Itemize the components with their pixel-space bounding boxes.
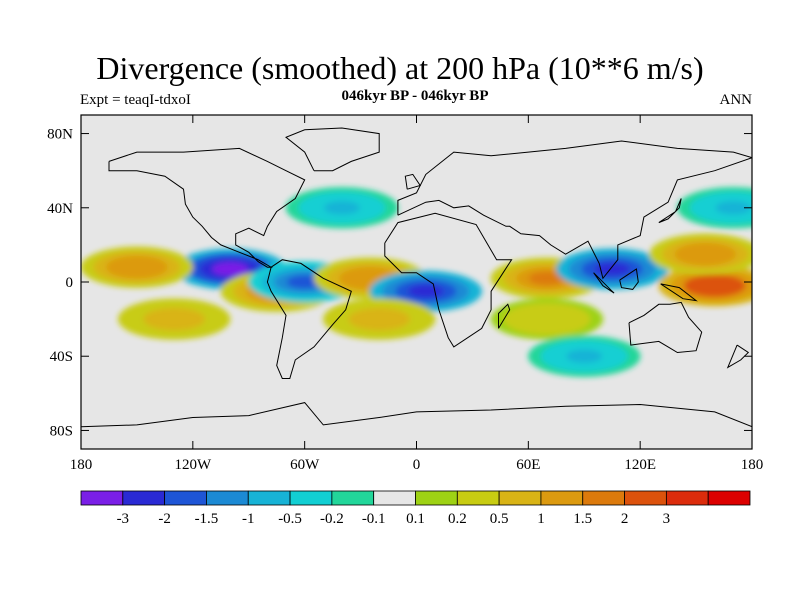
- coastline-path: [397, 140, 752, 280]
- x-tick-label: 60W: [290, 457, 320, 473]
- coastline-path: [81, 402, 752, 428]
- y-tick-label: 0: [66, 275, 74, 291]
- colorbar-swatch: [373, 490, 416, 506]
- coastline-path: [108, 147, 306, 268]
- colorbar-label: 0.2: [448, 511, 467, 527]
- colorbar-label: -2: [158, 511, 171, 527]
- y-tick-label: 80S: [50, 423, 73, 439]
- colorbar-swatch: [164, 490, 207, 506]
- x-tick-label: 0: [413, 457, 421, 473]
- colorbar-label: 0.5: [490, 511, 509, 527]
- coastline-path: [593, 272, 615, 294]
- coastline-path: [266, 259, 352, 379]
- x-tick-label: 180: [70, 457, 93, 473]
- colorbar-swatch: [289, 490, 333, 506]
- field-contour-maritime-continent-convergence: [594, 262, 631, 276]
- colorbar-swatch: [498, 490, 542, 506]
- colorbar: -3 -2 -1.5 -1 -0.5 -0.2 -0.1 0.1 0.2 0.5 1 1.5 2 3: [80, 490, 751, 527]
- x-axis: 180 120W 60W 0 60E 120E 180: [70, 115, 764, 473]
- colorbar-swatch: [206, 490, 249, 506]
- colorbar-swatch: [624, 490, 667, 506]
- colorbar-swatch: [247, 490, 291, 506]
- field-contour-central-pacific-convergence: [212, 262, 249, 276]
- colorbar-label: 1: [537, 511, 545, 527]
- colorbar-label: 1.5: [573, 511, 592, 527]
- colorbar-swatch: [707, 490, 751, 506]
- colorbar-swatch: [80, 490, 124, 506]
- coastline-path: [384, 212, 513, 348]
- page-title: Divergence (smoothed) at 200 hPa (10**6 …: [96, 50, 704, 86]
- coastline-path: [658, 198, 682, 224]
- coastlines: [81, 127, 752, 428]
- colorbar-label: -0.1: [362, 511, 386, 527]
- coastline-path: [660, 283, 698, 302]
- field-contour-east-pacific-divergence: [118, 260, 155, 274]
- colorbar-swatch: [415, 490, 458, 506]
- coastline-path: [628, 301, 703, 354]
- colorbar-swatch: [665, 490, 709, 506]
- x-tick-label: 120E: [624, 457, 656, 473]
- x-tick-label: 60E: [516, 457, 540, 473]
- field-contour-south-indian-divergence: [528, 312, 565, 326]
- coastline-path: [726, 344, 750, 369]
- x-tick-label: 180: [741, 457, 764, 473]
- field-contour-south-indian-convergence: [566, 349, 603, 363]
- colorbar-label: -0.2: [320, 511, 344, 527]
- experiment-label: Expt = teaqI-tdxoI: [80, 92, 191, 108]
- field-contour-north-pacific-convergence: [715, 201, 752, 215]
- colorbar-swatch: [331, 490, 375, 506]
- chart-subtitle: 046kyr BP - 046kyr BP: [341, 88, 489, 104]
- field-contour-africa-convergence: [407, 284, 444, 298]
- field-contour-north-atlantic-convergence: [323, 201, 360, 215]
- colorbar-label: -1.5: [195, 511, 219, 527]
- colorbar-label: -3: [117, 511, 130, 527]
- field-contour-south-atlantic-divergence: [361, 312, 398, 326]
- coastline-path: [498, 303, 511, 329]
- colorbar-swatch: [582, 490, 625, 506]
- field-contour-south-pacific-divergence: [156, 312, 193, 326]
- x-tick-label: 120W: [174, 457, 212, 473]
- season-label: ANN: [719, 92, 753, 108]
- field-contour-north-pacific-divergence: [687, 247, 724, 261]
- colorbar-label: 0.1: [406, 511, 425, 527]
- coastline-path: [619, 268, 639, 290]
- colorbar-label: -0.5: [278, 511, 302, 527]
- colorbar-label: 3: [663, 511, 671, 527]
- field-contour-indian-ocean-divergence: [528, 271, 565, 285]
- y-axis: 80N 40N 0 40S 80S: [47, 127, 752, 439]
- y-tick-label: 40S: [50, 349, 73, 365]
- coastline-path: [404, 173, 421, 190]
- colorbar-swatch: [122, 490, 166, 506]
- y-tick-label: 40N: [47, 201, 73, 217]
- y-tick-label: 80N: [47, 127, 73, 143]
- divergence-field: [81, 187, 752, 377]
- field-contour-west-pacific-divergence: [696, 279, 733, 293]
- colorbar-label: 2: [621, 511, 629, 527]
- coastline-path: [285, 127, 380, 172]
- colorbar-swatch: [456, 490, 500, 506]
- colorbar-label: -1: [242, 511, 255, 527]
- colorbar-swatch: [540, 490, 584, 506]
